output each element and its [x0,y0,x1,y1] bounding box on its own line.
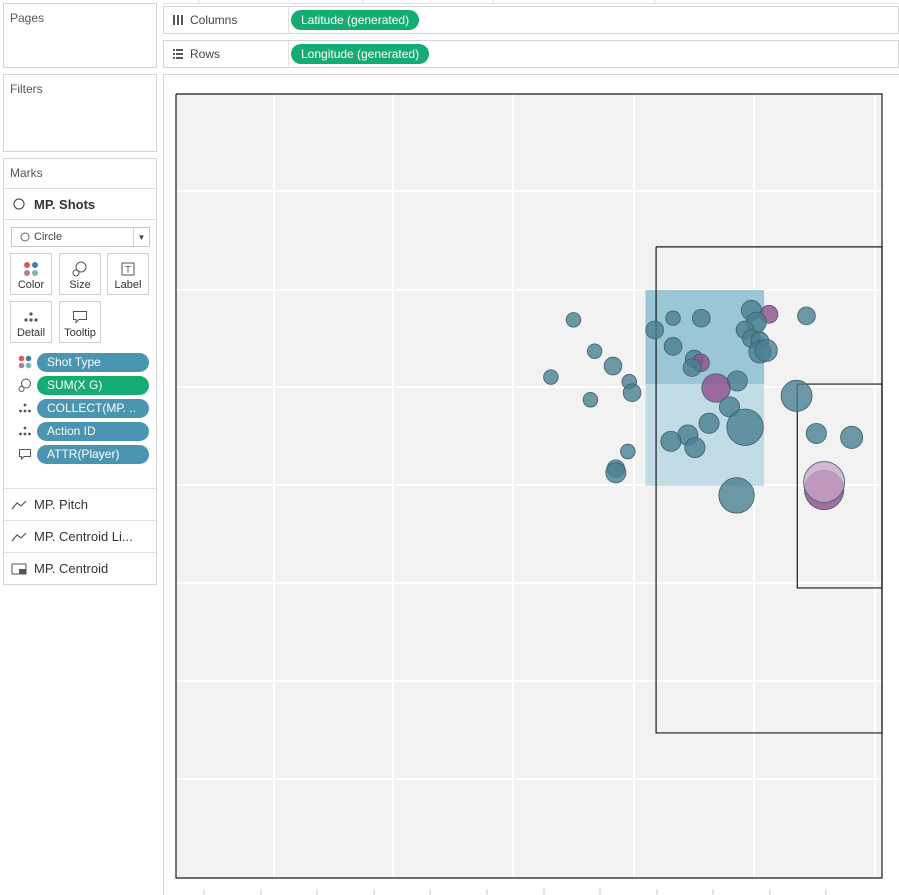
shot-point-30 [805,422,827,444]
shot-point-0 [565,312,582,328]
tooltip-button[interactable]: Tooltip [59,301,101,343]
circle-icon [4,197,34,211]
columns-label-text: Columns [190,13,238,27]
color-button-label: Color [17,279,45,291]
label-icon: T [121,259,135,279]
detail-icon [13,403,37,413]
detail-button[interactable]: Detail [10,301,52,343]
pages-title: Pages [10,11,45,25]
label-button[interactable]: T Label [107,253,149,295]
shot-point-1 [665,310,681,326]
marks-layer-label: MP. Centroid Li... [34,529,133,544]
shot-point-4 [797,306,816,326]
shot-point-31 [840,425,864,449]
filters-card[interactable]: Filters [3,74,157,152]
shot-point-18 [682,358,702,377]
columns-shelf-label: Columns [164,7,289,33]
action-id-pill[interactable]: Action ID [37,421,149,441]
player-pill[interactable]: ATTR(Player) [37,444,149,464]
pill-row-collect[interactable]: COLLECT(MP. .. [13,397,149,419]
detail-button-label: Detail [16,327,46,339]
shot-point-24 [622,383,642,402]
shot-point-19 [543,369,559,385]
size-icon [72,259,88,279]
marks-layer-shots[interactable]: MP. Shots [4,188,156,220]
sum-xg-pill[interactable]: SUM(X G) [37,375,149,395]
marks-layer-label: MP. Centroid [34,561,109,576]
shot-point-39 [718,477,755,514]
shot-map-chart[interactable] [164,75,899,895]
longitude-pill[interactable]: Longitude (generated) [291,44,430,64]
label-button-label: Label [114,279,142,291]
penalty-area [655,246,883,734]
shot-point-38 [803,461,846,503]
marks-layer-centroid-line[interactable]: MP. Centroid Li... [4,520,156,552]
shot-point-11 [663,337,683,356]
shot-point-22 [701,373,731,403]
rows-shelf-label: Rows [164,41,289,67]
shot-point-17 [603,356,623,376]
columns-shelf[interactable]: Columns Latitude (generated) [163,6,899,34]
polygon-icon [4,563,34,575]
line-icon [4,532,34,542]
color-icon [13,355,37,369]
chart-view[interactable] [163,74,899,895]
pill-row-action-id[interactable]: Action ID [13,420,149,442]
marks-layer-pitch[interactable]: MP. Pitch [4,488,156,520]
shot-point-23 [780,379,813,412]
marks-layer-centroid[interactable]: MP. Centroid [4,552,156,584]
mark-type-label: Circle [34,231,63,243]
chevron-down-icon[interactable]: ▼ [133,228,149,246]
collect-pill[interactable]: COLLECT(MP. .. [37,398,149,418]
size-button[interactable]: Size [59,253,101,295]
tooltip-icon [72,307,88,327]
size-button-label: Size [69,279,91,291]
color-button[interactable]: Color [10,253,52,295]
columns-icon [172,14,190,26]
shot-point-28 [698,412,720,434]
pill-row-player[interactable]: ATTR(Player) [13,443,149,465]
detail-icon [13,426,37,436]
shot-point-13 [754,338,778,362]
marks-card: Marks MP. Shots Circle ▼ Color Size T La… [3,158,157,585]
rows-icon [172,48,190,60]
latitude-pill[interactable]: Latitude (generated) [291,10,420,30]
mark-type-dropdown[interactable]: Circle ▼ [11,227,150,247]
size-icon [13,378,37,392]
filters-title: Filters [10,82,43,96]
top-ruler [163,0,899,4]
rows-label-text: Rows [190,47,221,61]
pill-row-shot-type[interactable]: Shot Type [13,351,149,373]
marks-layer-label: MP. Shots [34,196,96,212]
shot-point-2 [691,308,711,328]
circle-icon [20,232,30,242]
shot-point-32 [660,430,682,452]
shot-type-pill[interactable]: Shot Type [37,352,149,372]
tooltip-button-label: Tooltip [64,327,96,339]
tooltip-icon [13,448,37,461]
pages-card[interactable]: Pages [3,3,157,68]
shot-point-6 [645,320,664,340]
detail-icon [23,307,39,327]
color-icon [23,259,39,279]
shot-point-33 [684,437,706,459]
shot-point-34 [620,443,636,460]
pitch-outline [175,93,883,879]
marks-title: Marks [10,166,43,180]
marks-layer-label: MP. Pitch [34,497,88,512]
pill-row-sum-xg[interactable]: SUM(X G) [13,374,149,396]
shot-point-36 [605,462,627,484]
goal-area [796,383,883,589]
svg-text:T: T [124,266,131,276]
shot-point-25 [582,392,599,408]
shot-point-14 [586,343,603,359]
rows-shelf[interactable]: Rows Longitude (generated) [163,40,899,68]
shot-point-27 [726,408,764,446]
line-icon [4,500,34,510]
